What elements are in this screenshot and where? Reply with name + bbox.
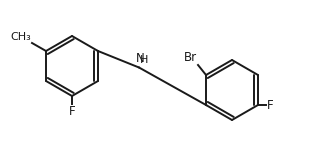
- Text: Br: Br: [184, 51, 197, 64]
- Text: CH₃: CH₃: [10, 32, 31, 42]
- Text: F: F: [69, 105, 75, 118]
- Text: N: N: [136, 51, 145, 65]
- Text: F: F: [267, 98, 274, 112]
- Text: H: H: [140, 54, 148, 65]
